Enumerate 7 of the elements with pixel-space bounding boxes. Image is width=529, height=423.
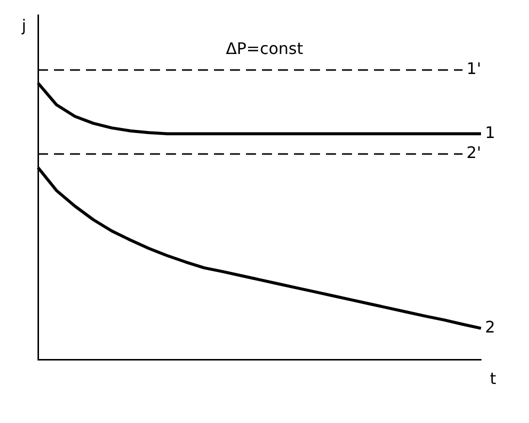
x-axis-title: t — [490, 368, 496, 388]
text: ΔP=const — [226, 39, 304, 58]
series-label: 1 — [485, 122, 496, 142]
y-axis-title: j — [20, 16, 26, 36]
series-label: 1' — [466, 59, 482, 78]
series-label: 2' — [466, 143, 482, 162]
series-label: 2 — [485, 317, 496, 336]
